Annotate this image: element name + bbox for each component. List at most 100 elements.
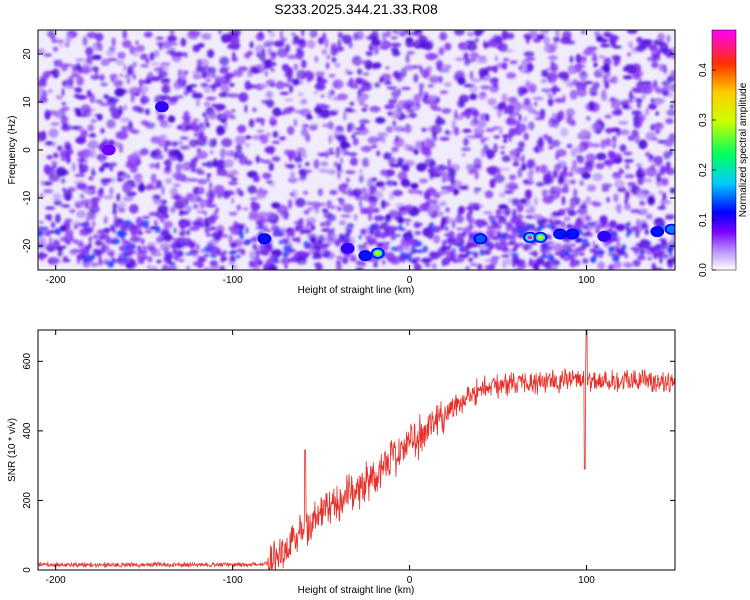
heatmap-blob [361, 260, 366, 267]
heatmap-blob [648, 39, 653, 48]
heatmap-blob [219, 266, 224, 270]
heatmap-blob [224, 34, 229, 44]
heatmap-blob [265, 90, 273, 99]
heatmap-blob [82, 36, 88, 47]
heatmap-blob [641, 94, 647, 99]
heatmap-blob [510, 113, 515, 121]
heatmap-blob [572, 188, 578, 198]
heatmap-blob [555, 30, 560, 38]
heatmap-y-ticks: -20 -10 0 10 20 [22, 48, 675, 253]
heatmap-blob [234, 135, 247, 145]
heatmap-blob [472, 116, 479, 125]
heatmap-blob [360, 145, 372, 153]
heatmap-blob [629, 90, 633, 101]
heatmap-blob [397, 88, 401, 94]
heatmap-blob [481, 148, 485, 158]
heatmap-blob [140, 64, 150, 68]
heatmap-blob [533, 111, 544, 116]
heatmap-blob [558, 71, 570, 80]
heatmap-blob [632, 87, 642, 94]
heatmap-blob [647, 57, 653, 62]
heatmap-blob [415, 30, 422, 33]
heatmap-blob [634, 45, 646, 53]
heatmap-blob [346, 177, 350, 183]
heatmap-blob [627, 182, 636, 187]
heatmap-blob [671, 256, 675, 264]
heatmap-blob [38, 48, 46, 54]
y-tick-label: 0 [22, 147, 33, 153]
heatmap-blob [513, 267, 525, 270]
heatmap-blob [501, 155, 511, 163]
heatmap-blob [512, 208, 517, 219]
heatmap-blob [334, 239, 341, 247]
heatmap-blob [441, 262, 446, 267]
heatmap-blob [542, 217, 550, 224]
heatmap-blob [90, 74, 101, 80]
colorbar-tick-label: 0.2 [698, 163, 709, 177]
heatmap-blob [600, 139, 606, 149]
heatmap-blob [335, 260, 341, 265]
heatmap-blob [237, 66, 248, 72]
heatmap-blob [179, 145, 190, 150]
heatmap-blob [394, 234, 402, 237]
heatmap-blob [301, 59, 307, 69]
heatmap-blob [460, 248, 469, 253]
heatmap-blob [142, 215, 151, 219]
heatmap-blob [435, 118, 446, 126]
heatmap-blob [346, 227, 351, 235]
heatmap-blob [624, 190, 630, 200]
heatmap-blob [231, 56, 238, 63]
heatmap-blob [663, 138, 675, 147]
heatmap-blob [321, 244, 329, 249]
heatmap-blob [134, 92, 141, 97]
heatmap-blob [462, 231, 467, 237]
heatmap-blob [132, 50, 139, 57]
heatmap-blob [626, 221, 631, 227]
heatmap-blob [353, 213, 358, 221]
heatmap-blob [464, 108, 473, 113]
heatmap-blob [570, 166, 574, 173]
heatmap-blob [141, 246, 148, 250]
heatmap-blob [296, 236, 301, 244]
heatmap-blob [575, 246, 585, 252]
heatmap-blob [397, 171, 408, 181]
heatmap-blob [156, 236, 163, 244]
heatmap-blob [638, 245, 642, 250]
heatmap-blob [647, 257, 653, 261]
heatmap-blob [619, 144, 627, 152]
heatmap-blob [122, 183, 132, 194]
heatmap-blob [386, 86, 398, 90]
heatmap-blob [590, 256, 597, 264]
heatmap-blob [507, 181, 518, 192]
heatmap-blob [482, 251, 489, 255]
heatmap-blob [613, 56, 621, 65]
heatmap-blob [463, 52, 469, 61]
heatmap-blob [53, 39, 65, 43]
heatmap-blob [269, 83, 277, 88]
heatmap-blob [502, 58, 510, 62]
heatmap-blob [280, 37, 287, 42]
heatmap-blob [593, 62, 598, 68]
heatmap-blob [170, 242, 179, 250]
heatmap-blob [313, 262, 322, 267]
heatmap-blob [611, 258, 619, 261]
heatmap-blob [149, 265, 159, 270]
heatmap-blob [196, 58, 202, 69]
heatmap-blob [84, 204, 90, 210]
heatmap-blob [167, 35, 177, 42]
heatmap-blob [579, 70, 588, 81]
heatmap-blob [140, 53, 148, 60]
heatmap-hotspot [363, 253, 368, 258]
heatmap-blob [604, 33, 613, 37]
heatmap-blob [503, 206, 511, 217]
heatmap-blob [503, 242, 507, 250]
heatmap-blob [150, 61, 160, 66]
heatmap-blob [360, 85, 366, 93]
heatmap-blob [499, 145, 506, 149]
heatmap-blob [477, 55, 487, 60]
heatmap-blob [395, 135, 399, 143]
heatmap-blob [267, 47, 273, 56]
heatmap-blob [416, 162, 427, 172]
heatmap-blob [61, 102, 67, 106]
heatmap-blob [597, 117, 601, 125]
